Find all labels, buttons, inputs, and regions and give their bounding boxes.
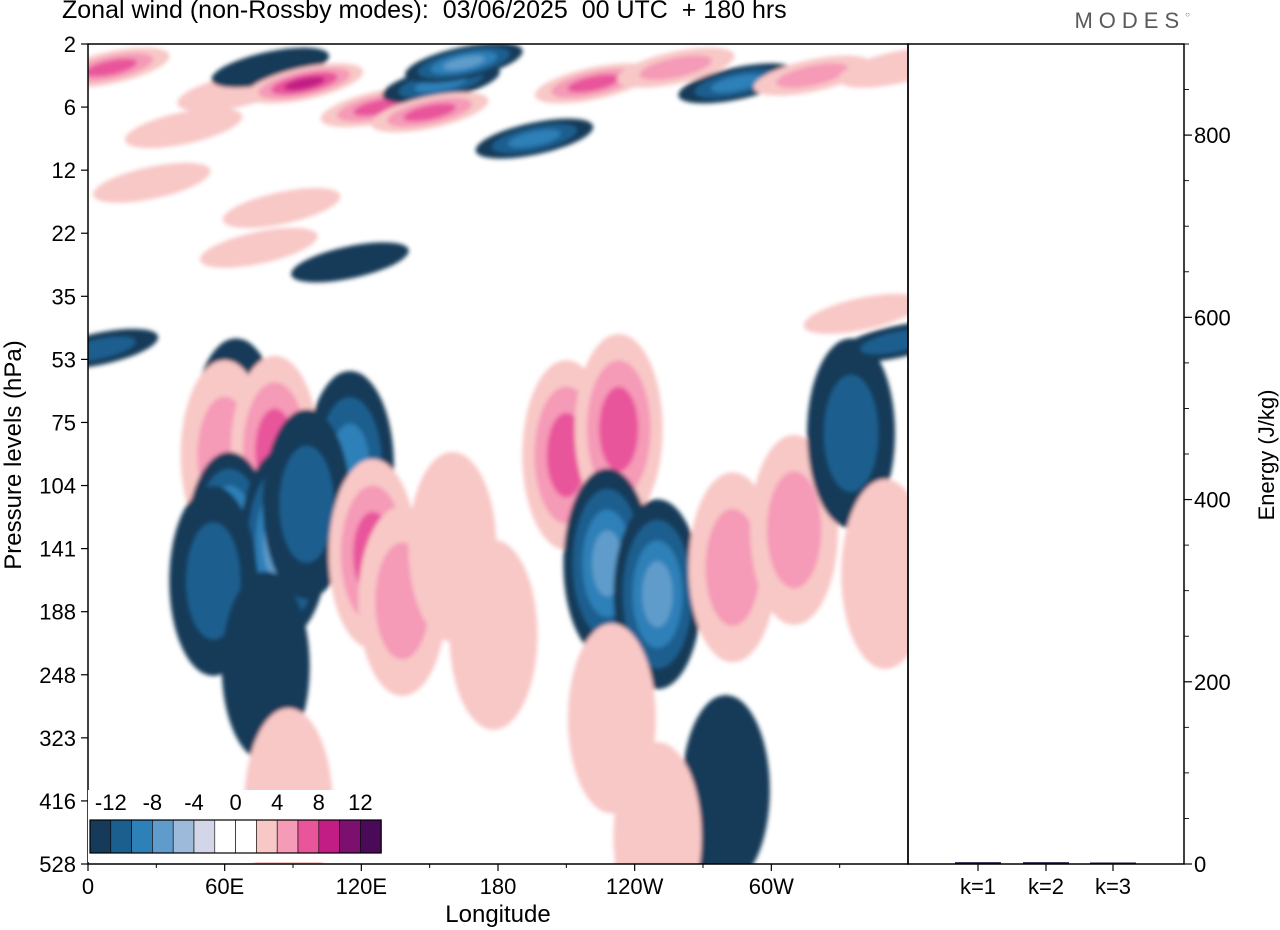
y-tick-label: 141 [39,537,76,562]
energy-plot-frame [907,43,1185,865]
energy-tick-label: 400 [1194,488,1231,513]
brand-logo: MODES○ [1074,8,1190,33]
heatmap-feature [613,499,702,690]
heatmap-feature [837,321,908,362]
heatmap-feature [211,47,330,88]
energy-bar [955,862,1001,864]
heatmap-feature [681,695,770,864]
colorbar-swatch [152,819,174,854]
heatmap-feature [837,47,908,88]
y-tick-label: 104 [39,474,76,499]
y-tick-label: 528 [39,852,76,877]
y-tick-label: 35 [52,284,76,309]
colorbar-swatch [276,819,299,854]
energy-axis: 0 200 400 600 800 [1184,43,1231,877]
heatmap-feature [475,118,594,159]
heatmap-feature [405,44,523,83]
y-tick-label: 75 [52,410,76,435]
x-tick-label: 120E [336,874,387,899]
colorbar-label: -12 [95,790,127,815]
y-tick-label: 12 [52,158,76,183]
colorbar-label: 12 [348,790,372,815]
colorbar-swatch [110,819,132,854]
energy-bar [1023,862,1069,864]
x-tick-label: 60W [749,874,794,899]
energy-tick-label: 800 [1194,123,1231,148]
colorbar-label: -8 [143,790,163,815]
energy-category-label: k=2 [1028,874,1064,899]
colorbar-swatch [214,819,236,854]
y-tick-label: 2 [64,32,76,57]
energy-axis-title: Energy (J/kg) [1254,390,1279,521]
heatmap-feature [88,328,159,369]
brand-logo-text: MODES [1074,8,1186,33]
energy-category-label: k=3 [1095,874,1131,899]
heatmap-feature [616,47,735,88]
heatmap-feature [807,338,896,529]
x-tick-label: 120W [606,874,664,899]
colorbar-swatch [172,819,195,854]
x-tick-label: 60E [205,874,244,899]
y-tick-label: 188 [39,600,76,625]
x-tick-label: 180 [480,874,517,899]
energy-tick-label: 0 [1194,852,1206,877]
y-tick-label: 53 [52,347,76,372]
energy-category-label: k=1 [960,874,996,899]
heatmap-feature [200,227,318,268]
colorbar: -12 -8 -4 0 4 8 12 [88,790,384,862]
colorbar-swatch [131,819,153,854]
energy-categories: k=1 k=2 k=3 [960,864,1131,899]
colorbar-swatch [297,819,320,854]
energy-tick-label: 600 [1194,305,1231,330]
colorbar-label: 4 [271,790,283,815]
heatmap-feature [92,162,211,203]
x-axis-title: Longitude [445,901,550,928]
colorbar-swatch [360,819,382,854]
colorbar-label: -4 [184,790,204,815]
colorbar-swatch [256,819,278,854]
x-tick-label: 0 [82,874,94,899]
y-tick-label: 248 [39,663,76,688]
y-tick-label: 22 [52,221,76,246]
colorbar-swatch [235,819,257,854]
y-axis-title: Pressure levels (hPa) [0,340,27,569]
heatmap-feature [262,409,351,600]
y-tick-label: 323 [39,726,76,751]
colorbar-label: 0 [229,790,241,815]
colorbar-swatch [193,819,216,854]
y-axis: 2 6 12 22 35 53 75 104 141 188 248 323 416 528 [39,32,88,877]
y-tick-label: 6 [64,95,76,120]
colorbar-swatch [339,819,361,854]
heatmap-field [88,44,908,864]
heatmap-feature [803,293,908,334]
colorbar-label: 8 [313,790,325,815]
heatmap-feature [449,539,538,730]
heatmap-feature [370,92,489,133]
x-axis: 0 60E 120E 180 120W 60W [82,864,841,899]
heatmap-feature [245,63,364,104]
heatmap-feature [291,242,409,283]
heatmap-feature [841,479,908,670]
heatmap-feature [753,55,872,96]
heatmap-feature [88,47,170,88]
chart-title: Zonal wind (non-Rossby modes): 03/06/202… [62,0,787,24]
y-tick-label: 416 [39,789,76,814]
heatmap-feature [222,187,341,229]
heatmap-feature [678,63,796,104]
colorbar-swatch [89,819,112,854]
heatmap-feature [613,741,702,864]
heatmap-feature [124,108,243,149]
colorbar-swatch [318,819,340,854]
energy-tick-label: 200 [1194,670,1231,695]
